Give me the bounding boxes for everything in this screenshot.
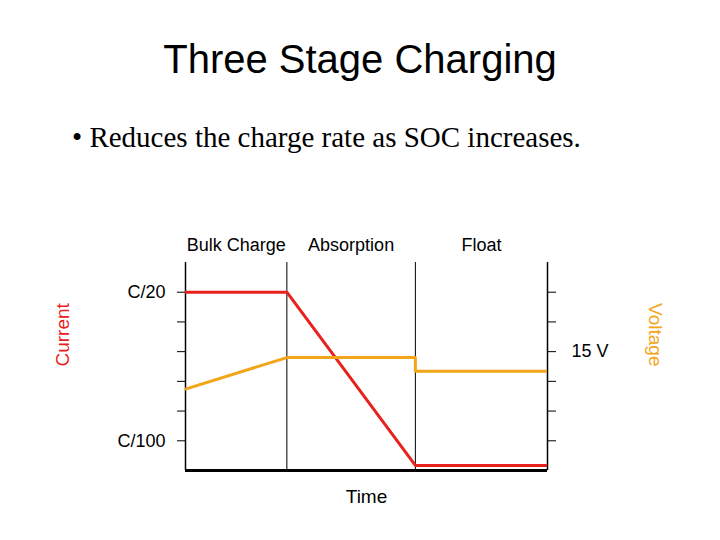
html-text:• Reduces the charge rate as S: • Reduces the charge rate as SOC increas… — [72, 121, 581, 153]
svg-text:C/20: C/20 — [127, 282, 165, 302]
svg-text:Current: Current — [52, 302, 73, 366]
svg-text:15 V: 15 V — [572, 341, 609, 361]
svg-text:Time: Time — [346, 486, 388, 507]
svg-text:Bulk Charge: Bulk Charge — [187, 235, 286, 255]
svg-text:Float: Float — [461, 235, 501, 255]
html-text:Three Stage Charging: Three Stage Charging — [163, 37, 557, 81]
svg-text:C/100: C/100 — [117, 431, 165, 451]
svg-text:Voltage: Voltage — [645, 303, 666, 366]
svg-text:Absorption: Absorption — [308, 235, 394, 255]
